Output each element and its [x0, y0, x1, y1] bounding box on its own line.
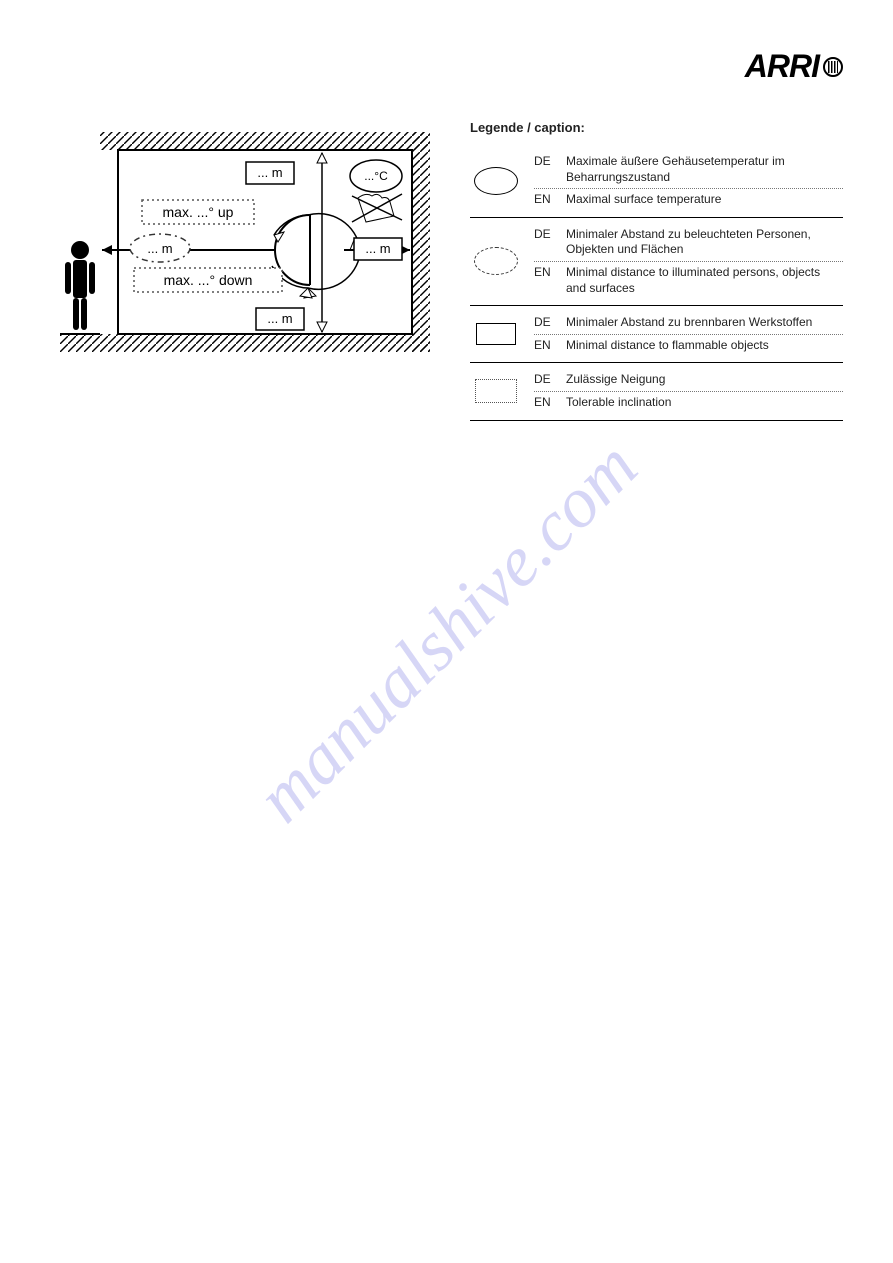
legend-row-distance-flammable: DE Minimaler Abstand zu brennbaren Werks… — [470, 306, 843, 363]
lang-en: EN — [534, 265, 556, 296]
lang-en: EN — [534, 192, 556, 208]
legend-text: Zulässige Neigung — [566, 372, 843, 388]
brand-logo: ARRI — [745, 48, 843, 85]
dist-top-label: ... m — [257, 165, 282, 180]
legend-row-inclination: DE Zulässige Neigung EN Tolerable inclin… — [470, 363, 843, 420]
rect-solid-icon — [470, 312, 522, 356]
lang-en: EN — [534, 395, 556, 411]
lang-de: DE — [534, 315, 556, 331]
lang-de: DE — [534, 154, 556, 185]
lang-de: DE — [534, 227, 556, 258]
legend-text: Minimal distance to flammable objects — [566, 338, 843, 354]
dist-left-label: ... m — [147, 241, 172, 256]
legend-text: Minimaler Abstand zu brennbaren Werkstof… — [566, 315, 843, 331]
diagram-column: ... m ...°C max. ...° up ... m — [60, 120, 430, 421]
legend-row-distance-persons: DE Minimaler Abstand zu beleuchteten Per… — [470, 218, 843, 306]
ellipse-solid-icon — [470, 151, 522, 211]
dist-bottom-label: ... m — [267, 311, 292, 326]
safety-diagram: ... m ...°C max. ...° up ... m — [60, 120, 430, 370]
max-down-label: max. ...° down — [164, 272, 253, 288]
legend-row-temp: DE Maximale äußere Gehäusetemperatur im … — [470, 145, 843, 218]
legend-title: Legende / caption: — [470, 120, 843, 135]
legend-text: Minimaler Abstand zu beleuchteten Person… — [566, 227, 843, 258]
temp-label: ...°C — [364, 169, 388, 183]
logo-text: ARRI — [745, 48, 819, 85]
page: ARRI — [0, 0, 893, 1263]
rect-dotted-icon — [470, 369, 522, 413]
no-touch-icon — [352, 194, 402, 222]
legend-column: Legende / caption: DE Maximale äußere Ge… — [470, 120, 843, 421]
watermark-text: manualshive.com — [240, 425, 654, 839]
lang-en: EN — [534, 338, 556, 354]
content-row: ... m ...°C max. ...° up ... m — [60, 120, 843, 421]
max-up-label: max. ...° up — [163, 204, 234, 220]
legend-text: Tolerable inclination — [566, 395, 843, 411]
legend-text: Minimal distance to illuminated persons,… — [566, 265, 843, 296]
legend-text: Maximale äußere Gehäusetemperatur im Beh… — [566, 154, 843, 185]
ellipse-dashed-icon — [470, 224, 522, 299]
person-icon — [65, 241, 95, 330]
dist-right-label: ... m — [365, 241, 390, 256]
logo-glyph-icon — [823, 57, 843, 77]
lang-de: DE — [534, 372, 556, 388]
legend-text: Maximal surface temperature — [566, 192, 843, 208]
